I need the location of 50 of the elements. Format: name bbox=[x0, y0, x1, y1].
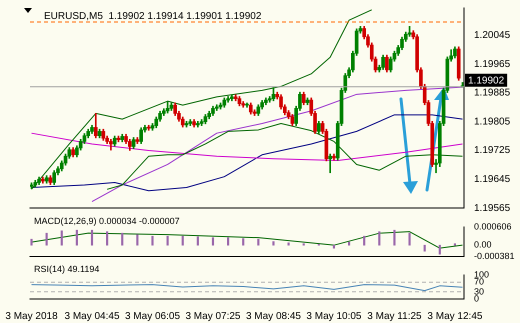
chart-title: EURUSD,M5 1.19902 1.19914 1.19901 1.19902 bbox=[44, 10, 262, 22]
bar bbox=[136, 234, 138, 246]
bar bbox=[408, 232, 411, 246]
y-tick-label: 1.19725 bbox=[474, 145, 511, 156]
y-tick-label: 1.20045 bbox=[474, 30, 511, 42]
y-tick-label: 1.19565 bbox=[474, 202, 511, 214]
y-tick-label: 30 bbox=[474, 286, 484, 296]
bar bbox=[227, 237, 230, 246]
x-tick-label: 3 May 08:45 bbox=[246, 310, 302, 322]
x-tick-label: 3 May 11:25 bbox=[367, 310, 422, 322]
ref-line-label: 1.19902 bbox=[468, 76, 505, 87]
bar bbox=[121, 232, 124, 246]
bar bbox=[438, 244, 441, 254]
bar bbox=[212, 237, 214, 246]
bar bbox=[30, 238, 33, 246]
y-tick-label: 0.000606 bbox=[474, 221, 512, 232]
x-tick-label: 3 May 12:45 bbox=[427, 310, 483, 322]
chart-title: MACD(12,26,9) 0.000034 -0.000007 bbox=[34, 216, 180, 226]
bar bbox=[288, 242, 290, 246]
bar bbox=[90, 230, 94, 246]
y-tick-label: -0.000381 bbox=[474, 251, 515, 262]
y-tick-label: 1.19645 bbox=[474, 174, 511, 185]
bar bbox=[166, 236, 169, 246]
x-tick-label: 3 May 06:05 bbox=[124, 310, 180, 322]
y-tick-label: 1.19805 bbox=[474, 116, 511, 128]
x-tick-label: 3 May 10:05 bbox=[306, 310, 362, 322]
bar bbox=[182, 236, 184, 246]
bar bbox=[272, 241, 275, 246]
bar bbox=[302, 243, 305, 246]
bar bbox=[393, 230, 396, 246]
y-tick-label: 1.19885 bbox=[474, 88, 511, 99]
y-tick-label: 100 bbox=[474, 269, 490, 280]
bar bbox=[106, 231, 108, 246]
chart-title: RSI(14) 49.1194 bbox=[34, 264, 100, 274]
y-tick-label: 0.00 bbox=[474, 240, 492, 250]
bar bbox=[196, 236, 199, 246]
bar bbox=[151, 236, 154, 246]
bar bbox=[378, 231, 380, 246]
bar bbox=[46, 232, 48, 246]
x-tick-label: 3 May 04:45 bbox=[64, 310, 120, 322]
y-tick-label: 70 bbox=[474, 276, 484, 287]
x-tick-label: 3 May 2018 bbox=[5, 310, 58, 322]
bar bbox=[257, 238, 260, 246]
bar bbox=[424, 244, 426, 252]
y-tick-label: 1.19965 bbox=[474, 58, 511, 70]
bar bbox=[242, 238, 244, 246]
x-tick-label: 3 May 07:25 bbox=[185, 310, 241, 322]
bar bbox=[60, 230, 63, 246]
bar bbox=[76, 230, 78, 246]
bar bbox=[363, 236, 366, 246]
